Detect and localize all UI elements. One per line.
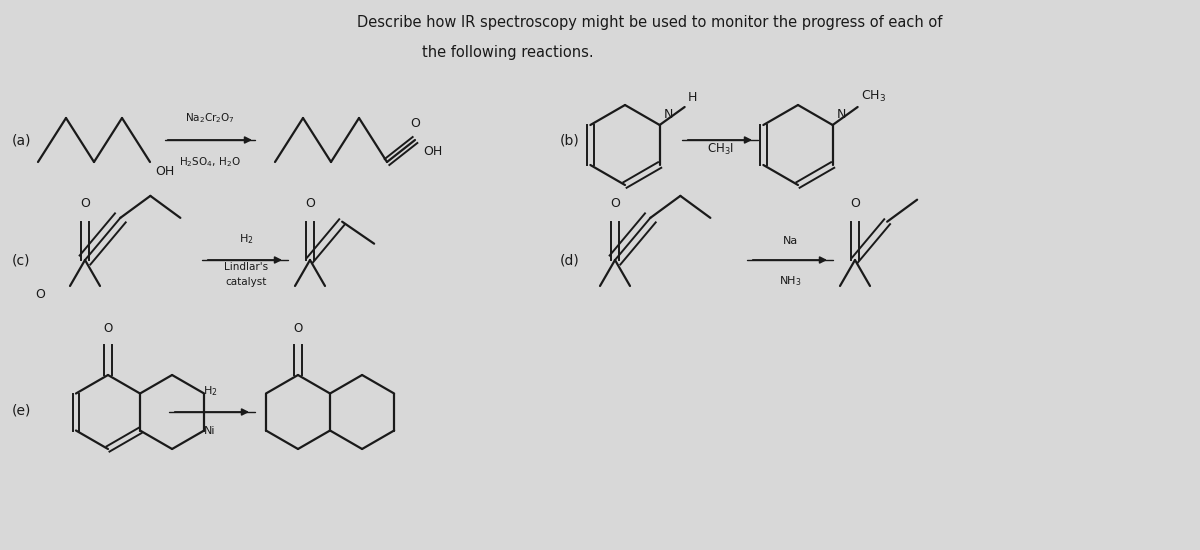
Text: Na: Na bbox=[782, 236, 798, 246]
Text: N: N bbox=[664, 108, 673, 121]
Text: O: O bbox=[410, 117, 420, 130]
Text: Ni: Ni bbox=[204, 426, 216, 436]
Text: OH: OH bbox=[424, 145, 443, 158]
Text: (a): (a) bbox=[12, 133, 31, 147]
Text: H: H bbox=[688, 91, 697, 104]
Text: H$_2$: H$_2$ bbox=[203, 384, 217, 398]
Text: (e): (e) bbox=[12, 403, 31, 417]
Text: N: N bbox=[836, 108, 846, 121]
Text: Na$_2$Cr$_2$O$_7$: Na$_2$Cr$_2$O$_7$ bbox=[185, 111, 235, 125]
Text: OH: OH bbox=[155, 165, 174, 178]
Text: O: O bbox=[610, 197, 620, 210]
Text: O: O bbox=[35, 288, 44, 301]
Text: H$_2$: H$_2$ bbox=[239, 232, 253, 246]
Text: Describe how IR spectroscopy might be used to monitor the progress of each of: Describe how IR spectroscopy might be us… bbox=[358, 14, 943, 30]
Text: (c): (c) bbox=[12, 253, 30, 267]
Text: H$_2$SO$_4$, H$_2$O: H$_2$SO$_4$, H$_2$O bbox=[179, 155, 241, 169]
Text: CH$_3$: CH$_3$ bbox=[860, 89, 886, 104]
Text: Lindlar's: Lindlar's bbox=[224, 262, 268, 272]
Text: the following reactions.: the following reactions. bbox=[422, 46, 594, 60]
Text: O: O bbox=[850, 197, 860, 210]
Text: O: O bbox=[293, 322, 302, 335]
Text: catalyst: catalyst bbox=[226, 277, 266, 287]
Text: NH$_3$: NH$_3$ bbox=[779, 274, 802, 288]
Text: (d): (d) bbox=[560, 253, 580, 267]
Text: O: O bbox=[80, 197, 90, 210]
Text: (b): (b) bbox=[560, 133, 580, 147]
Text: CH$_3$I: CH$_3$I bbox=[707, 142, 733, 157]
Text: O: O bbox=[305, 197, 314, 210]
Text: O: O bbox=[103, 322, 113, 335]
